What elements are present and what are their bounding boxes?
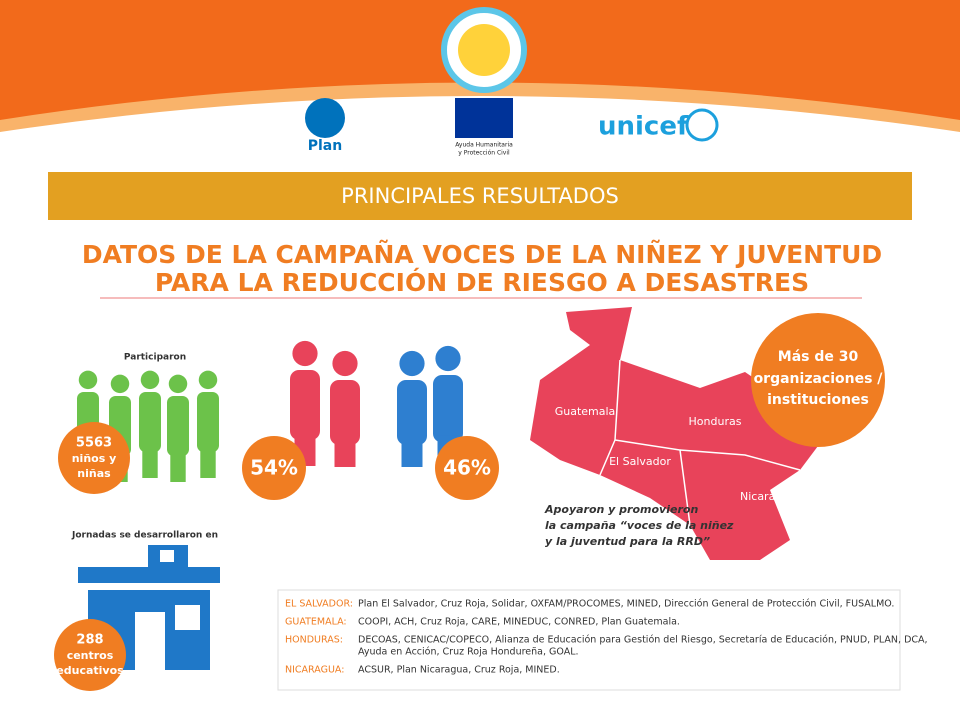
head — [140, 370, 160, 390]
campaign-logo-center — [458, 24, 510, 76]
map-label: Guatemala — [555, 405, 616, 418]
map-caption: la campaña “voces de la niñez — [545, 519, 734, 532]
body — [330, 380, 360, 445]
partners: ACSUR, Plan Nicaragua, Cruz Roja, MINED. — [358, 665, 560, 676]
boys-badge — [435, 436, 499, 500]
eu-flag — [455, 98, 513, 138]
head — [435, 345, 461, 372]
country: GUATEMALA: — [285, 617, 347, 628]
partners: DECOAS, CENICAC/COPECO, Alianza de Educa… — [358, 635, 928, 646]
school-window — [175, 605, 200, 630]
participants-heading: Participaron — [124, 353, 186, 363]
head — [332, 350, 358, 377]
schools-heading: Jornadas se desarrollaron en — [71, 531, 218, 541]
title-line: DATOS DE LA CAMPAÑA VOCES DE LA NIÑEZ Y … — [82, 240, 882, 269]
participants-badge — [58, 422, 130, 494]
participants-label: niños y — [72, 452, 117, 465]
schools-badge — [54, 619, 126, 691]
head — [399, 350, 425, 377]
head — [198, 370, 218, 390]
eu-text: y Protección Civil — [458, 150, 510, 157]
map-label: Nicaragua — [740, 490, 796, 503]
body — [139, 392, 161, 452]
country: HONDURAS: — [285, 635, 343, 646]
central-america-map — [530, 307, 830, 560]
map-caption: y la juventud para la RRD” — [545, 535, 710, 548]
head — [168, 374, 188, 394]
head — [292, 340, 318, 367]
partners: Plan El Salvador, Cruz Roja, Solidar, OX… — [358, 599, 894, 610]
plan-text: Plan — [308, 138, 342, 154]
organizations-text: organizaciones / — [754, 371, 884, 387]
plan-logo — [305, 98, 345, 138]
schools-count: 288 — [76, 633, 103, 648]
organizations-text: Más de 30 — [778, 349, 859, 365]
map-label: El Salvador — [609, 455, 671, 468]
partners-table: EL SALVADOR: Plan El Salvador, Cruz Roja,… — [285, 599, 928, 676]
girls-percent: 54% — [250, 456, 298, 480]
eu-text: Ayuda Humanitaria — [455, 142, 513, 149]
country: NICARAGUA: — [285, 665, 344, 676]
map-caption: Apoyaron y promovieron — [544, 503, 698, 516]
body — [167, 396, 189, 456]
legs — [170, 450, 186, 482]
school-door — [135, 612, 165, 670]
body — [290, 370, 320, 440]
banner — [48, 172, 912, 220]
map-label: Honduras — [689, 415, 742, 428]
country: EL SALVADOR: — [285, 599, 353, 610]
title-line: PARA LA REDUCCIÓN DE RIESGO A DESASTRES — [155, 267, 809, 297]
participants-label: niñas — [77, 467, 111, 480]
legs — [401, 438, 423, 467]
school-window — [160, 550, 174, 562]
header-curve — [0, 96, 960, 720]
banner-text: PRINCIPALES RESULTADOS — [341, 184, 619, 208]
participants-count: 5563 — [76, 436, 112, 451]
schools-label: educativos — [56, 664, 124, 677]
unicef-logo — [685, 108, 719, 142]
partners-box — [277, 589, 901, 691]
girls-badge — [242, 436, 306, 500]
schools-label: centros — [67, 649, 114, 662]
legs — [334, 438, 356, 467]
partners: Ayuda en Acción, Cruz Roja Hondureña, GO… — [358, 647, 579, 658]
organizations-badge — [751, 313, 885, 447]
map-borders — [599, 359, 801, 526]
body — [397, 380, 427, 445]
head — [78, 370, 98, 390]
boys-percent: 46% — [443, 456, 491, 480]
legs — [200, 446, 216, 478]
head — [110, 374, 130, 394]
organizations-text: instituciones — [767, 392, 869, 408]
legs — [142, 446, 158, 478]
partners: COOPI, ACH, Cruz Roja, CARE, MINEDUC, CO… — [358, 617, 680, 628]
girls-silhouettes — [290, 340, 360, 467]
body — [433, 375, 463, 443]
body — [197, 392, 219, 452]
unicef-text: unicef — [598, 112, 689, 142]
